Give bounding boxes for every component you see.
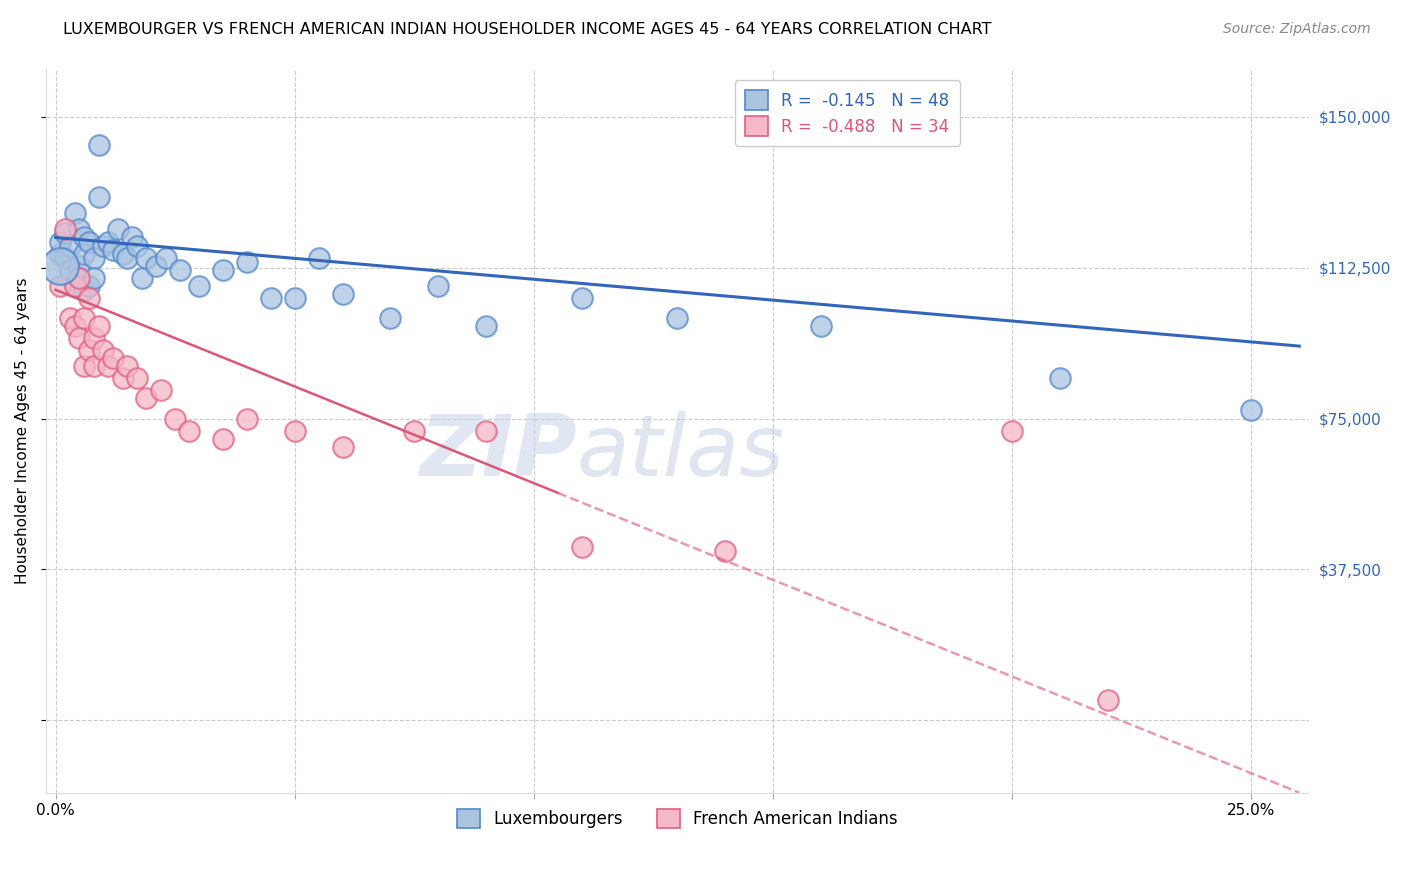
Text: Source: ZipAtlas.com: Source: ZipAtlas.com: [1223, 22, 1371, 37]
Point: [77, 278, 100, 293]
Text: LUXEMBOURGER VS FRENCH AMERICAN INDIAN HOUSEHOLDER INCOME AGES 45 - 64 YEARS COR: LUXEMBOURGER VS FRENCH AMERICAN INDIAN H…: [63, 22, 991, 37]
Point: [73, 283, 96, 297]
Point: [571, 291, 593, 305]
Point: [69, 270, 91, 285]
Point: [73, 310, 96, 325]
Point: [117, 359, 139, 374]
Point: [236, 411, 259, 425]
Point: [101, 243, 124, 257]
Point: [260, 291, 283, 305]
Y-axis label: Householder Income Ages 45 - 64 years: Householder Income Ages 45 - 64 years: [15, 277, 30, 584]
Point: [63, 318, 86, 333]
Point: [571, 541, 593, 555]
Point: [69, 259, 91, 273]
Point: [59, 238, 82, 252]
Point: [73, 359, 96, 374]
Point: [59, 262, 82, 277]
Point: [77, 343, 100, 358]
Point: [212, 262, 235, 277]
Point: [212, 432, 235, 446]
Point: [308, 251, 330, 265]
Point: [135, 251, 157, 265]
Legend: Luxembourgers, French American Indians: Luxembourgers, French American Indians: [450, 803, 904, 835]
Point: [179, 424, 201, 438]
Point: [188, 278, 211, 293]
Point: [135, 392, 157, 406]
Point: [404, 424, 426, 438]
Point: [131, 270, 153, 285]
Point: [121, 230, 143, 244]
Point: [83, 270, 105, 285]
Point: [1097, 693, 1119, 707]
Point: [284, 291, 307, 305]
Point: [87, 190, 110, 204]
Point: [380, 310, 402, 325]
Point: [284, 424, 307, 438]
Point: [666, 310, 689, 325]
Point: [83, 251, 105, 265]
Point: [111, 246, 134, 260]
Point: [155, 251, 177, 265]
Point: [427, 278, 450, 293]
Point: [1049, 371, 1071, 385]
Point: [53, 251, 76, 265]
Point: [1001, 424, 1024, 438]
Point: [69, 331, 91, 345]
Point: [145, 259, 167, 273]
Point: [332, 440, 354, 454]
Point: [83, 331, 105, 345]
Point: [93, 343, 115, 358]
Point: [332, 286, 354, 301]
Point: [125, 371, 148, 385]
Point: [125, 238, 148, 252]
Point: [97, 359, 120, 374]
Point: [53, 222, 76, 236]
Point: [475, 424, 498, 438]
Point: [1240, 403, 1263, 417]
Point: [149, 384, 172, 398]
Point: [49, 259, 72, 273]
Point: [714, 544, 737, 558]
Point: [49, 235, 72, 249]
Point: [475, 318, 498, 333]
Point: [73, 246, 96, 260]
Point: [77, 291, 100, 305]
Point: [63, 278, 86, 293]
Point: [87, 318, 110, 333]
Text: atlas: atlas: [576, 411, 785, 494]
Point: [53, 227, 76, 241]
Point: [77, 235, 100, 249]
Point: [69, 270, 91, 285]
Point: [83, 359, 105, 374]
Point: [117, 251, 139, 265]
Point: [165, 411, 187, 425]
Point: [59, 310, 82, 325]
Point: [111, 371, 134, 385]
Point: [236, 254, 259, 268]
Point: [97, 235, 120, 249]
Point: [101, 351, 124, 366]
Point: [810, 318, 832, 333]
Point: [107, 222, 129, 236]
Point: [87, 138, 110, 153]
Point: [49, 278, 72, 293]
Point: [63, 206, 86, 220]
Point: [169, 262, 191, 277]
Point: [63, 278, 86, 293]
Point: [93, 238, 115, 252]
Point: [69, 222, 91, 236]
Point: [49, 246, 72, 260]
Text: ZIP: ZIP: [419, 411, 576, 494]
Point: [73, 230, 96, 244]
